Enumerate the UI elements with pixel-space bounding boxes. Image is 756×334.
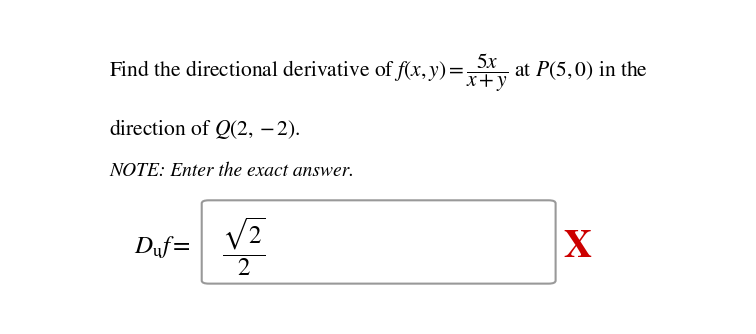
- Text: $\mathbf{X}$: $\mathbf{X}$: [563, 229, 593, 265]
- Text: $\dfrac{\sqrt{2}}{2}$: $\dfrac{\sqrt{2}}{2}$: [222, 216, 266, 278]
- Text: $D_{\mathrm{u}}f =$: $D_{\mathrm{u}}f =$: [134, 234, 191, 260]
- Text: NOTE: Enter the exact answer.: NOTE: Enter the exact answer.: [109, 162, 355, 180]
- Text: Find the directional derivative of $f(x, y) = \dfrac{5x}{x + y}$ at $P(5, 0)$ in: Find the directional derivative of $f(x,…: [109, 51, 648, 94]
- FancyBboxPatch shape: [202, 200, 556, 284]
- Text: direction of $Q(2, -2)$.: direction of $Q(2, -2)$.: [109, 117, 301, 141]
